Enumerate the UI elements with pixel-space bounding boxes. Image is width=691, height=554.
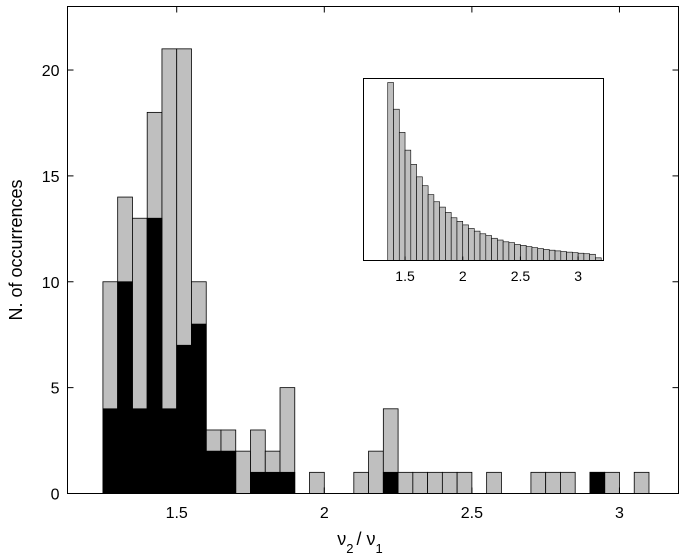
subset-count-bar	[132, 408, 148, 494]
total-count-bar	[235, 450, 251, 494]
main-plot-frame	[67, 6, 679, 494]
inset-x-tick-label: 2	[459, 268, 467, 284]
inset-bar	[520, 245, 527, 261]
inset-histogram: 1.5 2 2.5 3	[363, 78, 604, 284]
x-tick-label: 3	[615, 505, 624, 522]
inset-bar	[404, 149, 412, 261]
subset-count-bar	[382, 471, 399, 494]
inset-bar	[427, 194, 435, 261]
subset-count-bar	[191, 323, 207, 494]
x-tick-label: 1.5	[166, 505, 188, 522]
inset-bar	[577, 252, 585, 261]
inset-bar	[554, 250, 562, 261]
inset-bar	[525, 246, 533, 261]
inset-bar	[508, 242, 515, 261]
inset-bar	[473, 230, 481, 261]
inset-bar	[566, 251, 573, 261]
subset-count-bar	[279, 471, 296, 494]
total-count-bar	[397, 471, 414, 494]
inset-bar	[537, 248, 544, 261]
subset-count-bar	[205, 450, 222, 494]
inset-x-tick-label: 3	[574, 268, 582, 284]
inset-bar	[543, 249, 550, 261]
main-bars	[102, 48, 650, 494]
inset-bar	[583, 253, 590, 261]
subset-count-bar	[161, 408, 178, 494]
inset-bar	[462, 224, 469, 261]
total-count-bar	[353, 471, 369, 494]
x-tick-label: 2.5	[461, 505, 483, 522]
total-count-bar	[545, 471, 561, 494]
subset-count-bar	[589, 471, 606, 494]
main-histogram: 1.5 2 2.5 3 0 5 10 15 20 N. of occurrences ν2/ …	[6, 6, 679, 554]
inset-bar	[416, 176, 423, 261]
inset-bar	[589, 253, 596, 261]
y-tick-label: 0	[51, 487, 60, 504]
inset-bar	[393, 108, 400, 261]
inset-bar	[491, 237, 498, 261]
total-count-bar	[486, 471, 502, 494]
total-count-bar	[368, 450, 384, 494]
inset-bar	[456, 221, 464, 261]
inset-x-ticks: 1.5 2 2.5 3	[395, 256, 582, 284]
inset-bar	[560, 251, 567, 261]
inset-bar	[468, 228, 475, 261]
inset-bar	[439, 206, 446, 261]
inset-bar	[387, 82, 394, 261]
total-count-bar	[633, 471, 650, 494]
subset-count-bar	[102, 408, 119, 494]
inset-bar	[497, 239, 504, 261]
inset-bar	[485, 235, 492, 261]
inset-bar	[433, 201, 440, 261]
subset-count-bar	[146, 217, 163, 494]
total-count-bar	[604, 471, 620, 494]
total-count-bar	[530, 471, 547, 494]
main-y-ticks: 0 5 10 15 20	[42, 63, 679, 504]
x-axis-label: ν2/ ν1	[337, 529, 382, 554]
total-count-bar	[412, 471, 429, 494]
y-tick-label: 20	[42, 63, 60, 80]
inset-bar	[422, 185, 429, 261]
total-count-bar	[309, 471, 325, 494]
inset-bar	[450, 217, 458, 261]
subset-count-bar	[220, 450, 237, 494]
y-axis-label: N. of occurrences	[6, 179, 26, 320]
subset-count-bar	[264, 471, 281, 494]
inset-bar	[572, 252, 579, 261]
inset-bar	[514, 244, 521, 261]
inset-bar	[548, 249, 556, 261]
inset-bar	[410, 164, 417, 261]
inset-bar	[479, 233, 487, 261]
y-tick-label: 5	[51, 381, 60, 398]
inset-bar	[398, 132, 406, 261]
total-count-bar	[441, 471, 458, 494]
x-tick-label: 2	[320, 505, 329, 522]
inset-x-tick-label: 2.5	[511, 268, 531, 284]
inset-x-tick-label: 1.5	[395, 268, 415, 284]
subset-count-bar	[117, 281, 133, 494]
subset-count-bar	[250, 471, 266, 494]
y-tick-label: 10	[42, 275, 60, 292]
inset-bar	[531, 247, 539, 261]
inset-bar	[445, 212, 452, 261]
total-count-bar	[456, 471, 473, 494]
inset-bars	[387, 82, 602, 261]
inset-plot-frame	[363, 78, 604, 261]
y-tick-label: 15	[42, 169, 60, 186]
inset-bar	[502, 241, 510, 261]
main-x-ticks: 1.5 2 2.5 3	[166, 6, 624, 522]
total-count-bar	[560, 471, 576, 494]
subset-count-bar	[176, 344, 192, 494]
total-count-bar	[427, 471, 443, 494]
